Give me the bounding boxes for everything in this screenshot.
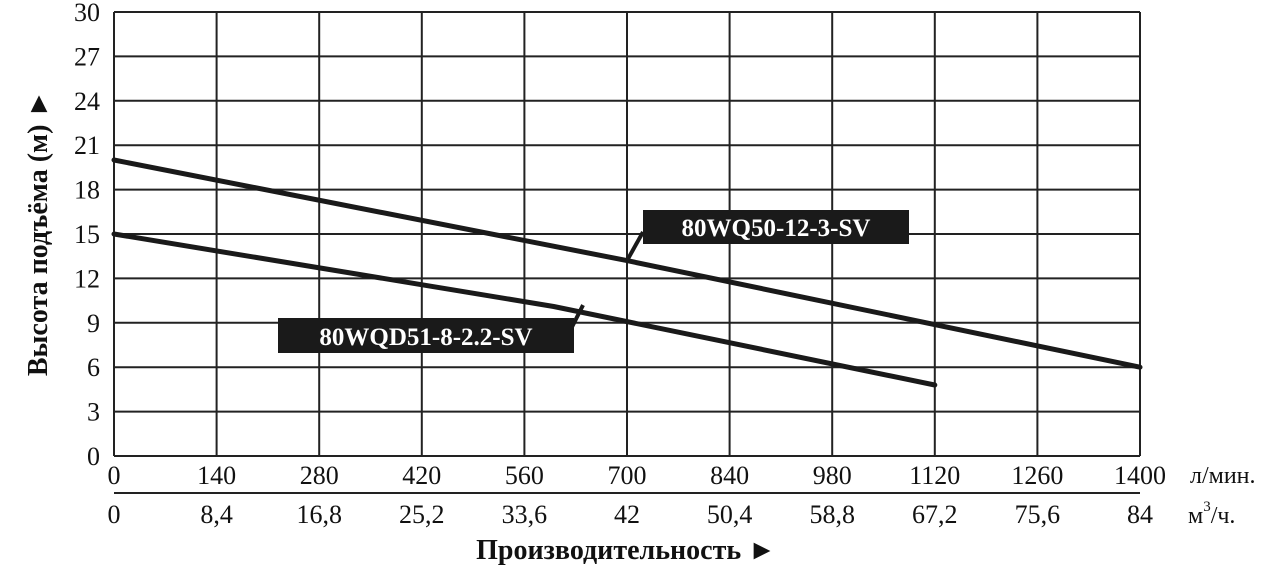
y-tick-label: 3 xyxy=(87,398,100,427)
y-tick-label: 12 xyxy=(74,264,100,293)
x-tick-label-lmin: 700 xyxy=(608,461,647,490)
x-tick-label-m3h: 33,6 xyxy=(502,500,548,529)
x-unit-m3h: м3/ч. xyxy=(1188,499,1235,529)
y-tick-label: 18 xyxy=(74,176,100,205)
x-tick-label-m3h: 58,8 xyxy=(809,500,855,529)
x-tick-label-m3h: 42 xyxy=(614,500,640,529)
x-tick-label-m3h: 8,4 xyxy=(200,500,233,529)
y-tick-label: 6 xyxy=(87,353,100,382)
x-tick-label-m3h: 0 xyxy=(108,500,121,529)
x-tick-label-lmin: 420 xyxy=(402,461,441,490)
x-unit-lmin: л/мин. xyxy=(1190,463,1256,489)
x-tick-label-m3h: 84 xyxy=(1127,500,1153,529)
x-unit-m3h-tail: /ч. xyxy=(1211,503,1236,529)
y-tick-label: 21 xyxy=(74,131,100,160)
x-tick-label-lmin: 840 xyxy=(710,461,749,490)
x-tick-label-lmin: 1120 xyxy=(909,461,960,490)
x-unit-m3h-base: м xyxy=(1188,503,1203,529)
x-tick-label-lmin: 280 xyxy=(300,461,339,490)
y-tick-label: 27 xyxy=(74,42,100,71)
y-tick-label: 24 xyxy=(74,87,100,116)
y-axis-title: Высота подъёма (м) ► xyxy=(23,90,54,376)
x-tick-label-lmin: 0 xyxy=(108,461,121,490)
x-tick-label-m3h: 16,8 xyxy=(296,500,342,529)
series-line-2 xyxy=(111,231,938,388)
x-tick-label-lmin: 140 xyxy=(197,461,236,490)
leader-line-1 xyxy=(625,231,645,262)
x-tick-label-lmin: 1400 xyxy=(1114,461,1166,490)
grid xyxy=(113,11,1141,494)
y-tick-label: 0 xyxy=(87,442,100,471)
series-labels: 80WQ50-12-3-SV 80WQD51-8-2.2-SV xyxy=(278,210,909,353)
tick-labels: 036912151821242730001408,428016,842025,2… xyxy=(74,0,1166,529)
x-tick-label-lmin: 560 xyxy=(505,461,544,490)
x-unit-m3h-sup: 3 xyxy=(1203,499,1211,515)
series-label-1: 80WQ50-12-3-SV xyxy=(682,215,871,242)
x-tick-label-lmin: 980 xyxy=(813,461,852,490)
x-tick-label-m3h: 67,2 xyxy=(912,500,958,529)
x-axis-title: Производительность ► xyxy=(476,535,776,566)
x-tick-label-m3h: 25,2 xyxy=(399,500,445,529)
y-tick-label: 15 xyxy=(74,220,100,249)
y-tick-label: 30 xyxy=(74,0,100,27)
series-label-2: 80WQD51-8-2.2-SV xyxy=(319,324,532,351)
series-label-box-2 xyxy=(278,318,574,353)
x-tick-label-m3h: 50,4 xyxy=(707,500,753,529)
series-label-box-1 xyxy=(643,210,909,244)
y-tick-label: 9 xyxy=(87,309,100,338)
x-tick-label-lmin: 1260 xyxy=(1011,461,1063,490)
x-tick-label-m3h: 75,6 xyxy=(1015,500,1061,529)
